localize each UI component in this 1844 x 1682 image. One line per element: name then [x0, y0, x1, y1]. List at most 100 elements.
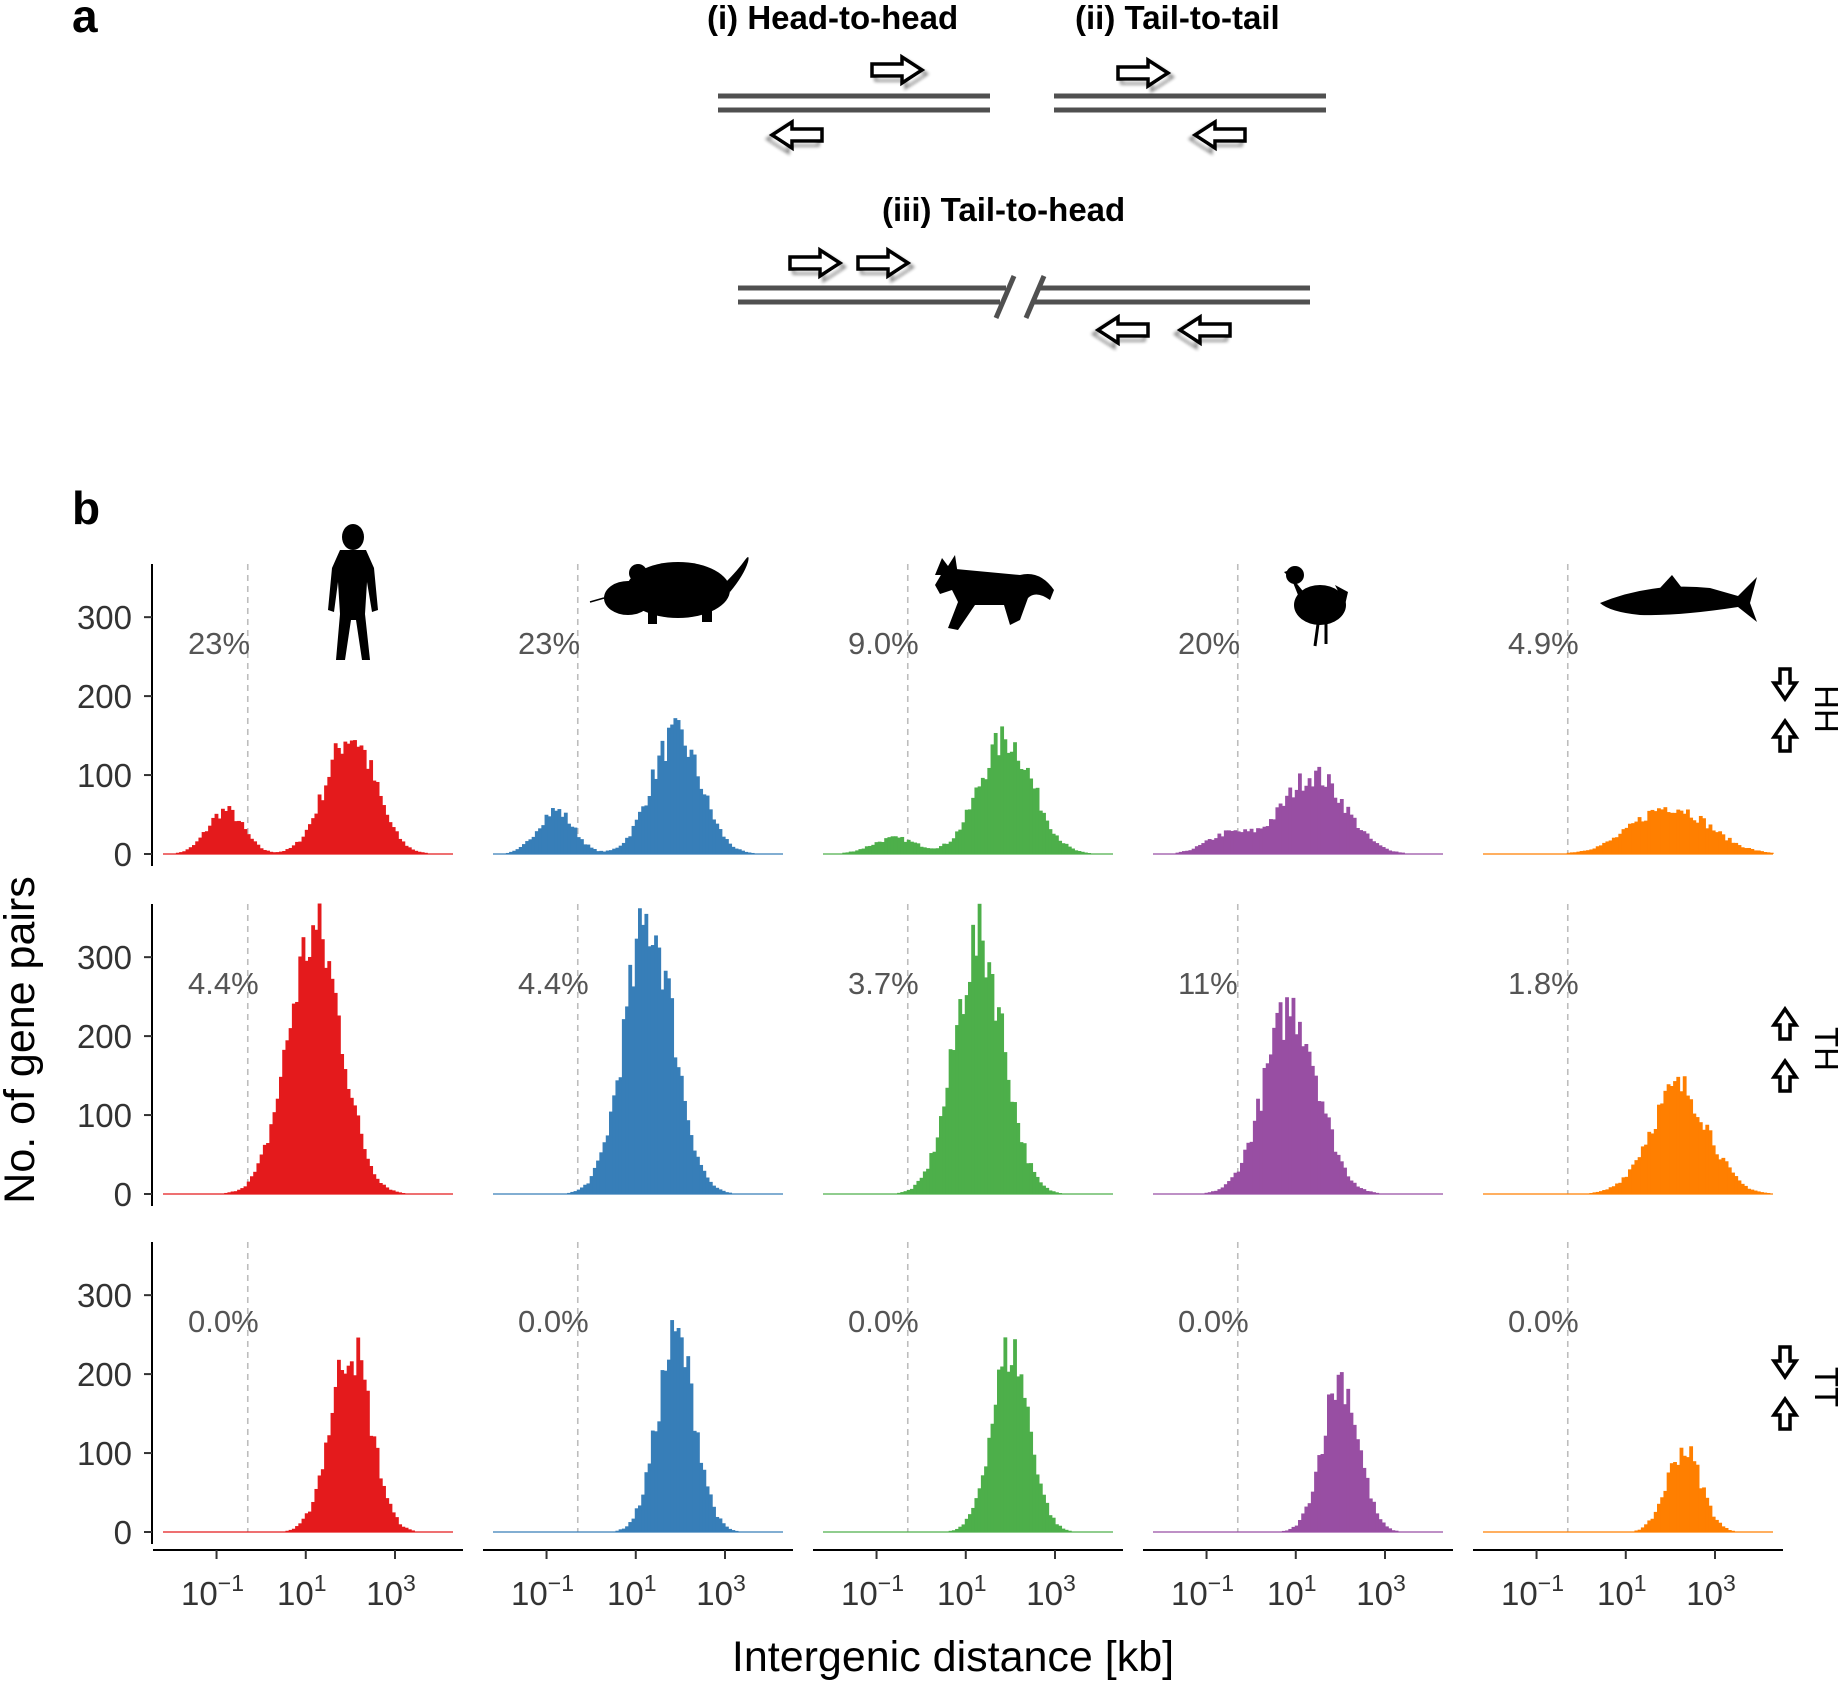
histogram-bar — [1352, 1182, 1357, 1194]
histogram-bar — [634, 938, 639, 1194]
histogram-bar — [734, 848, 739, 854]
histogram-bar — [612, 1095, 617, 1194]
histogram-bar — [1003, 1052, 1008, 1194]
histogram-bar — [586, 844, 591, 854]
x-tick-label: 103 — [1686, 1570, 1736, 1612]
histogram-bar — [1611, 837, 1616, 854]
histogram-bar — [971, 797, 976, 854]
histogram-bar — [1715, 1519, 1719, 1532]
histogram-bar — [250, 1176, 254, 1194]
x-tick-label: 103 — [366, 1570, 416, 1612]
histogram-bar — [1013, 1339, 1017, 1532]
histogram-bar — [1763, 852, 1768, 854]
histogram-bar — [592, 1167, 597, 1194]
histogram-bar — [1708, 824, 1713, 854]
histogram-bar — [721, 836, 726, 854]
histogram-bar — [1327, 1394, 1331, 1532]
histogram-bar — [240, 822, 245, 854]
histogram-bar — [1763, 1192, 1768, 1194]
histogram-bar — [906, 1189, 911, 1194]
histogram-bar — [324, 1442, 328, 1532]
histogram-bar — [398, 838, 403, 854]
histogram-bar — [356, 1115, 361, 1194]
histogram-bar — [1669, 1086, 1674, 1194]
histogram-bar — [1019, 1374, 1024, 1532]
histogram-bar — [705, 1177, 710, 1194]
histogram-bar — [1362, 831, 1367, 854]
histogram-bar — [288, 847, 293, 854]
histogram-bar — [1000, 1013, 1005, 1194]
histogram-bar — [1003, 739, 1008, 854]
histogram-bar — [1217, 833, 1222, 854]
histogram-bar — [1317, 1455, 1322, 1532]
histogram-bar — [509, 851, 513, 854]
histogram-bar — [1715, 1154, 1719, 1194]
histogram-bar — [1029, 1163, 1034, 1194]
histogram-bar — [1660, 809, 1665, 854]
x-tick-exponent: 3 — [1063, 1570, 1076, 1596]
y-tick-label: 300 — [77, 939, 132, 976]
histogram-bar — [353, 1375, 357, 1532]
histogram-bar — [1679, 1091, 1684, 1194]
histogram-bar — [385, 814, 390, 854]
histogram-bar — [333, 743, 338, 854]
histogram-bar — [1734, 1176, 1739, 1194]
histogram-bar — [699, 1164, 704, 1194]
histogram-bar — [864, 846, 869, 854]
histogram-bar — [1695, 1117, 1700, 1194]
histogram-bar — [712, 1506, 716, 1532]
histogram-bar — [1698, 1488, 1703, 1532]
histogram-bar — [1265, 1063, 1270, 1194]
histogram-bar — [330, 1412, 335, 1532]
histogram-bar — [1698, 815, 1703, 854]
histogram-bar — [1278, 803, 1283, 854]
histogram-bar — [256, 1163, 261, 1194]
histogram-bar — [1750, 848, 1755, 854]
histogram-bar — [1301, 1513, 1306, 1532]
histogram-bar — [1381, 1522, 1386, 1532]
histogram-bar — [1071, 848, 1075, 854]
histogram-bar — [615, 1080, 620, 1194]
histogram-bar — [512, 850, 517, 854]
histogram-bar — [221, 808, 225, 854]
histogram-bar — [1013, 1102, 1017, 1194]
percent-label: 0.0% — [188, 1304, 259, 1339]
y-tick-label: 100 — [77, 757, 132, 794]
histogram-bar — [1718, 831, 1723, 854]
histogram-bar — [1724, 840, 1729, 854]
histogram-bar — [871, 844, 876, 854]
histogram-bar — [725, 1526, 729, 1532]
histogram-bar — [343, 741, 348, 854]
histogram-bar — [346, 1088, 351, 1194]
histogram-bar — [1214, 838, 1219, 854]
y-axis-title: No. of gene pairs — [0, 876, 44, 1203]
histogram-bar — [718, 1518, 723, 1532]
histogram-bar — [1333, 1399, 1338, 1532]
histogram-bar — [1051, 1191, 1056, 1194]
histogram-bar — [919, 1177, 924, 1194]
histogram-bar — [673, 1331, 678, 1532]
histogram-bar — [515, 849, 520, 854]
histogram-bar — [324, 967, 328, 1194]
histogram-bar — [1692, 820, 1697, 854]
x-tick-label: 10−1 — [181, 1570, 244, 1612]
histogram-bar — [1356, 1186, 1360, 1194]
histogram-bar — [1676, 1076, 1681, 1194]
histogram-bar — [660, 740, 665, 854]
histogram-bar — [968, 981, 972, 1194]
histogram-bar — [935, 1137, 940, 1194]
histogram-bar — [175, 852, 180, 854]
histogram-bar — [1000, 1366, 1005, 1532]
histogram-bar — [737, 849, 742, 854]
histogram-bar — [712, 1185, 716, 1194]
x-tick-label: 103 — [1356, 1570, 1406, 1612]
histogram-bar — [667, 1359, 671, 1532]
x-tick-label: 101 — [937, 1570, 987, 1612]
histogram-bar — [1314, 770, 1318, 854]
histogram-bar — [246, 1181, 251, 1194]
histogram-bar — [1573, 852, 1578, 854]
histogram-grid: 0 100 200 300 23% 23% 9.0% 20% 4.9% HH 0 100 200 300 4… — [77, 564, 1844, 1612]
histogram-bar — [993, 1404, 998, 1532]
histogram-bar — [1602, 1190, 1607, 1194]
